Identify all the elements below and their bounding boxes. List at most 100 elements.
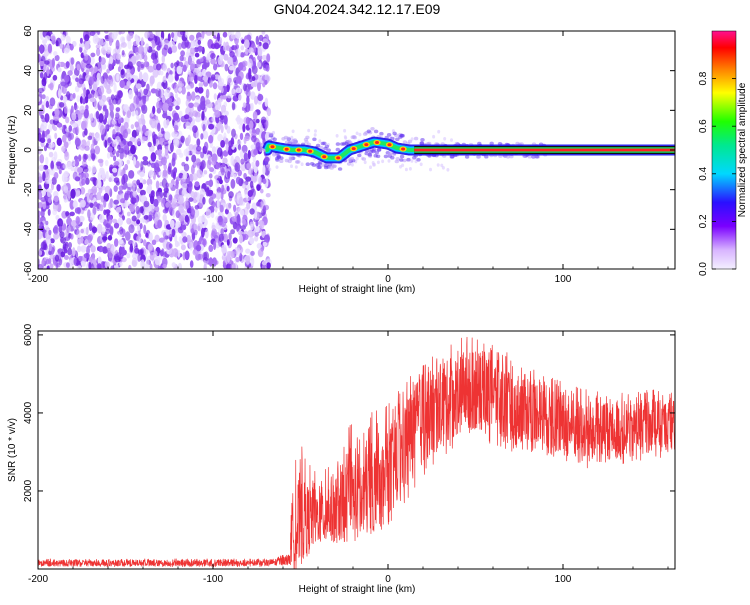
noise-blob: [40, 241, 47, 250]
noise-blob: [118, 239, 124, 245]
noise-blob: [41, 125, 47, 131]
track-halo: [316, 165, 321, 170]
noise-blob: [47, 83, 53, 89]
noise-blob: [119, 152, 124, 160]
noise-blob: [254, 232, 259, 237]
noise-blob: [228, 65, 235, 71]
noise-blob: [156, 31, 161, 37]
noise-blob: [42, 171, 46, 182]
noise-blob: [44, 48, 49, 57]
noise-blob: [143, 61, 150, 68]
noise-blob: [175, 210, 180, 219]
noise-blob: [102, 236, 108, 241]
noise-blob: [242, 233, 249, 241]
noise-blob: [222, 157, 228, 165]
noise-blob: [185, 121, 191, 130]
noise-blob: [64, 105, 68, 114]
noise-blob: [91, 226, 98, 233]
noise-blob: [103, 41, 109, 50]
noise-blob: [218, 233, 224, 242]
noise-blob: [209, 167, 215, 173]
noise-blob: [161, 54, 165, 64]
colorbar-gradient: [711, 30, 737, 270]
noise-blob: [128, 153, 134, 160]
noise-blob: [242, 102, 247, 108]
faint-blob: [440, 163, 444, 168]
noise-blob: [84, 145, 90, 151]
noise-blob: [164, 39, 169, 46]
track-halo: [368, 149, 373, 154]
noise-blob: [67, 133, 72, 142]
noise-blob: [66, 161, 73, 170]
noise-blob: [47, 43, 53, 54]
noise-blob: [246, 95, 250, 105]
noise-blob: [77, 238, 82, 245]
noise-blob: [58, 88, 62, 99]
noise-blob: [138, 71, 143, 81]
noise-blob: [81, 179, 86, 186]
noise-blob: [217, 32, 220, 42]
noise-blob: [164, 146, 169, 156]
faint-blob: [355, 156, 359, 161]
noise-blob: [68, 125, 73, 132]
noise-blob: [48, 168, 56, 176]
noise-blob: [202, 196, 206, 205]
noise-blob: [201, 227, 205, 238]
noise-blob: [211, 212, 215, 219]
noise-blob: [150, 190, 155, 196]
noise-blob: [174, 234, 178, 243]
noise-blob: [117, 66, 121, 72]
noise-blob: [222, 233, 229, 243]
noise-blob: [194, 229, 198, 236]
track-halo: [464, 155, 470, 159]
noise-blob: [135, 83, 142, 89]
faint-blob: [437, 129, 441, 134]
noise-blob: [262, 64, 269, 71]
noise-blob: [238, 234, 244, 244]
noise-blob: [246, 202, 251, 210]
track-halo: [372, 148, 377, 152]
noise-blob: [255, 127, 261, 135]
noise-blob: [223, 216, 228, 223]
noise-blob: [195, 130, 200, 140]
noise-blob: [184, 31, 189, 38]
noise-blob: [223, 115, 228, 125]
colorbar-axis: 0.0 0.2 0.4 0.6 0.8: [698, 71, 736, 276]
noise-blob: [203, 141, 209, 152]
noise-blob: [205, 180, 212, 186]
noise-blob: [52, 74, 58, 81]
noise-blob: [80, 228, 84, 234]
noise-blob: [121, 202, 126, 208]
noise-blob: [152, 59, 159, 64]
noise-blob: [110, 244, 116, 252]
noise-blob: [84, 128, 88, 136]
noise-blob: [257, 93, 264, 102]
noise-blob: [126, 217, 132, 225]
noise-blob: [226, 263, 231, 269]
noise-blob: [90, 143, 95, 151]
noise-blob: [262, 205, 267, 216]
faint-blob: [307, 128, 311, 133]
noise-blob: [233, 173, 237, 179]
noise-blob: [162, 214, 167, 222]
noise-blob: [53, 224, 59, 235]
noise-blob: [108, 75, 113, 80]
noise-blob: [90, 52, 96, 58]
noise-blob: [54, 108, 60, 117]
noise-blob: [217, 56, 223, 65]
faint-blob: [399, 165, 402, 169]
noise-blob: [89, 202, 94, 209]
noise-blob: [88, 256, 93, 262]
noise-blob: [67, 70, 73, 76]
noise-blob: [97, 180, 102, 188]
noise-blob: [157, 219, 163, 229]
noise-blob: [124, 192, 129, 201]
noise-blob: [220, 86, 224, 94]
noise-blob: [235, 117, 241, 122]
noise-blob: [98, 245, 104, 253]
noise-blob: [89, 97, 96, 103]
snr-y-axis-label: SNR (10 * v/v): [7, 418, 18, 482]
noise-blob: [83, 153, 89, 160]
noise-blob: [251, 135, 257, 143]
noise-blob: [197, 39, 202, 45]
